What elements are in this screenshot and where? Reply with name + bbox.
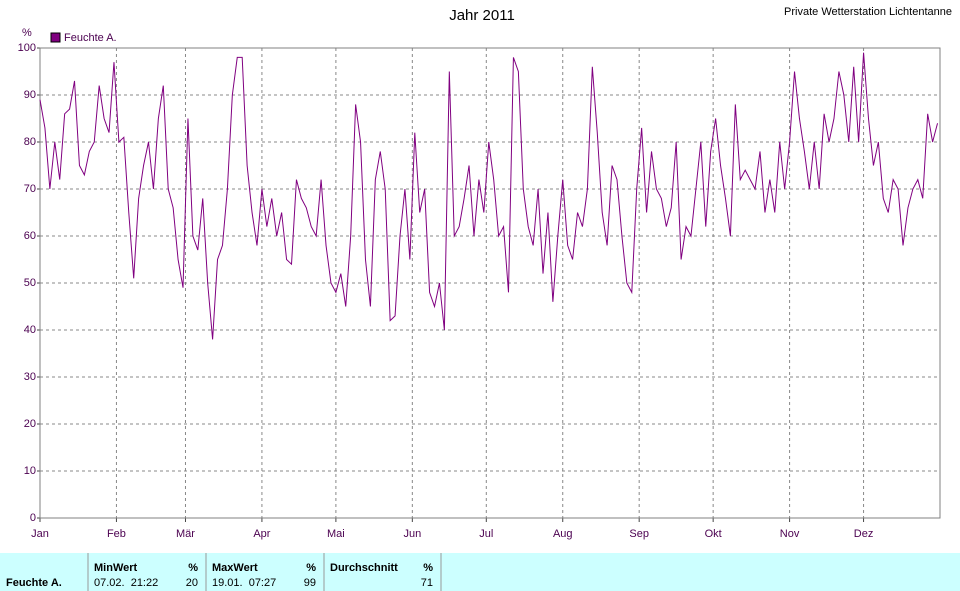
x-tick-label: Jun [403, 528, 421, 540]
data-line [39, 52, 939, 340]
x-tick-label: Mär [176, 528, 195, 540]
y-tick-label: 40 [24, 324, 36, 336]
col-header: MaxWert [212, 562, 258, 574]
date: 19.01. 07:27 [212, 577, 276, 589]
y-tick-label: 100 [18, 42, 36, 54]
row-label: Feuchte A. [6, 577, 62, 589]
y-tick-label: 80 [24, 136, 36, 148]
value: 99 [304, 577, 316, 589]
x-tick-label: Okt [705, 528, 722, 540]
summary-table: Feuchte A. MinWert % 07.02. 21:22 20 Max… [0, 553, 960, 591]
y-tick-label: 70 [24, 183, 36, 195]
date: 07.02. 21:22 [94, 577, 158, 589]
x-tick-label: Dez [854, 528, 874, 540]
x-tick-label: Nov [780, 528, 800, 540]
x-tick-label: Jul [479, 528, 493, 540]
y-tick-label: 0 [30, 512, 36, 524]
y-tick-label: 10 [24, 465, 36, 477]
table-background [0, 553, 960, 591]
legend-swatch [50, 32, 61, 43]
y-tick-label: 30 [24, 371, 36, 383]
x-tick-label: Feb [107, 528, 126, 540]
x-tick-label: Jan [31, 528, 49, 540]
col-header: Durchschnitt [330, 562, 398, 574]
subtitle: Private Wetterstation Lichtentanne [784, 6, 952, 18]
plot-border [39, 47, 941, 519]
x-tick-label: Aug [553, 528, 573, 540]
y-tick-label: 60 [24, 230, 36, 242]
y-tick-label: 90 [24, 89, 36, 101]
y-tick-label: 50 [24, 277, 36, 289]
chart-title: Jahr 2011 [449, 7, 515, 24]
legend-label: Feuchte A. [64, 32, 117, 44]
x-tick-label: Mai [327, 528, 345, 540]
col-unit: % [306, 562, 316, 574]
value: 20 [186, 577, 198, 589]
col-unit: % [188, 562, 198, 574]
col-unit: % [423, 562, 433, 574]
col-header: MinWert [94, 562, 138, 574]
x-tick-label: Sep [629, 528, 649, 540]
value: 71 [421, 577, 433, 589]
x-tick-label: Apr [253, 528, 270, 540]
y-tick-label: 20 [24, 418, 36, 430]
y-axis-label: % [22, 27, 32, 39]
